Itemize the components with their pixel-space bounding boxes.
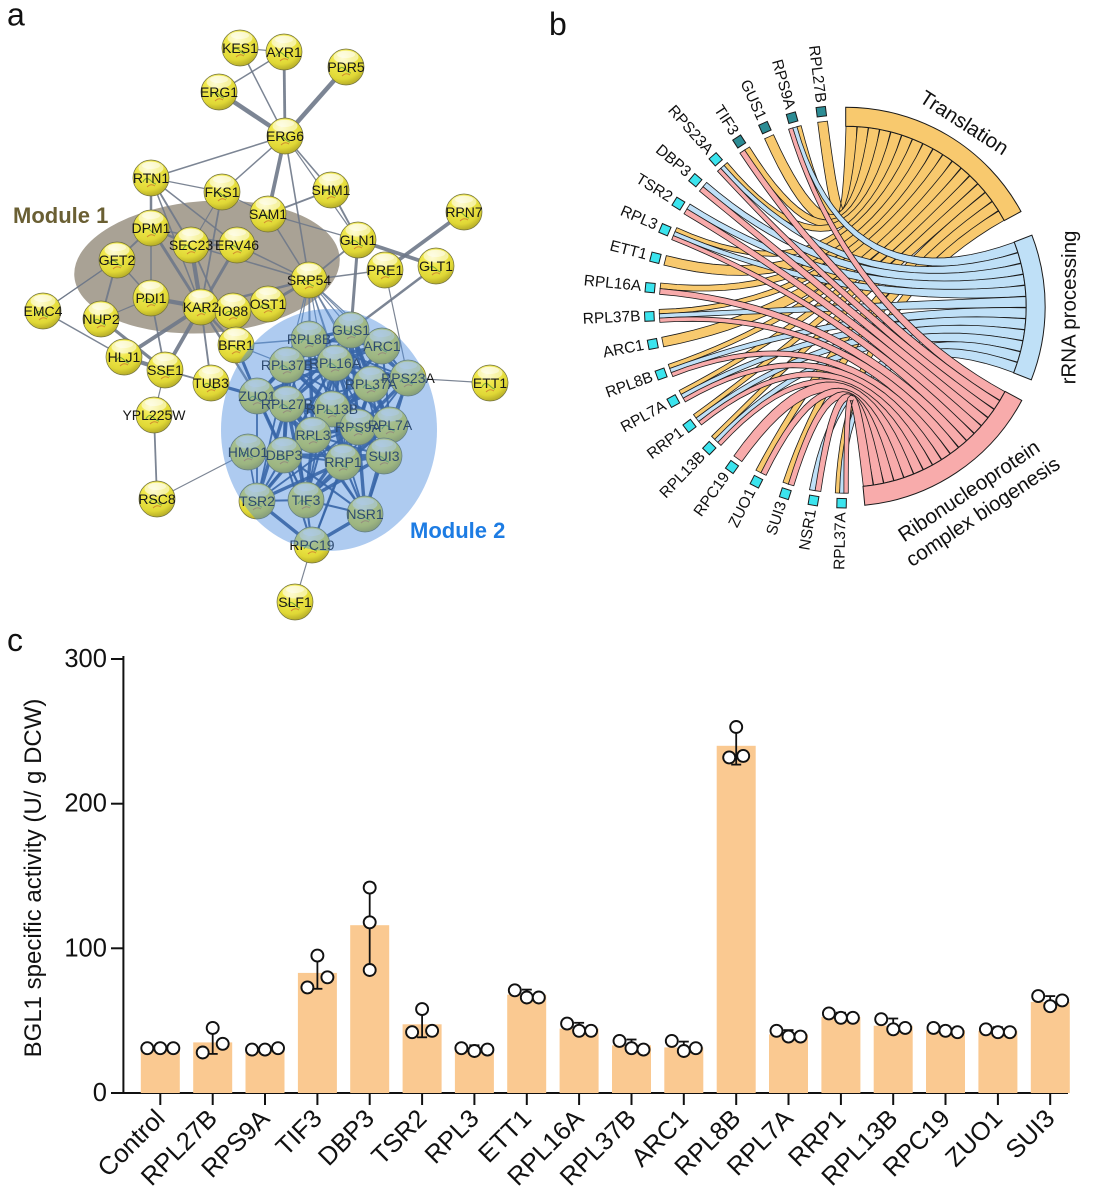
svg-text:RPS23A: RPS23A [381,370,435,386]
svg-text:RRP1: RRP1 [324,454,362,470]
svg-text:SHM1: SHM1 [312,182,351,198]
svg-text:GLN1: GLN1 [340,232,377,248]
svg-text:PDI1: PDI1 [135,290,166,306]
svg-text:200: 200 [64,790,107,818]
svg-text:Module 1: Module 1 [13,203,108,228]
svg-text:SLF1: SLF1 [278,594,312,610]
svg-text:RPL3: RPL3 [295,427,330,443]
svg-text:ZUO1: ZUO1 [238,388,276,404]
svg-text:RPL37A: RPL37A [831,511,849,570]
svg-text:b: b [549,6,567,42]
svg-text:IO88: IO88 [218,303,249,319]
svg-text:a: a [7,0,25,33]
svg-text:SAM1: SAM1 [249,206,287,222]
svg-text:FKS1: FKS1 [204,184,239,200]
svg-text:RPN7: RPN7 [445,204,483,220]
svg-text:TIF3: TIF3 [292,492,321,508]
svg-text:DBP3: DBP3 [266,447,303,463]
svg-text:ERG1: ERG1 [200,84,238,100]
svg-text:GUS1: GUS1 [332,322,370,338]
svg-text:SRP54: SRP54 [287,272,332,288]
svg-text:RPL8B: RPL8B [287,331,331,347]
svg-text:PDR5: PDR5 [327,59,365,75]
svg-text:GET2: GET2 [99,252,136,268]
svg-text:HLJ1: HLJ1 [108,349,141,365]
svg-text:OST1: OST1 [250,296,287,312]
svg-text:RPL37B: RPL37B [261,357,313,373]
svg-text:SSE1: SSE1 [147,362,183,378]
svg-text:0: 0 [93,1079,107,1107]
svg-text:KAR2: KAR2 [183,299,220,315]
svg-text:KES1: KES1 [222,40,258,56]
svg-text:RPL37B: RPL37B [582,308,640,328]
svg-text:RPL13B: RPL13B [306,401,358,417]
svg-text:RPS9A: RPS9A [335,419,382,435]
svg-text:GLT1: GLT1 [419,258,453,274]
svg-text:c: c [7,622,23,658]
svg-text:RTN1: RTN1 [133,170,170,186]
svg-text:TSR2: TSR2 [239,493,275,509]
svg-text:SUI3: SUI3 [368,448,399,464]
svg-text:RPC19: RPC19 [289,537,334,553]
svg-text:EMC4: EMC4 [24,303,63,319]
svg-text:RPL16A: RPL16A [309,355,362,371]
svg-text:PRE1: PRE1 [367,262,404,278]
svg-text:RPL37A: RPL37A [345,376,398,392]
svg-text:rRNA processing: rRNA processing [1057,231,1081,385]
svg-text:NSR1: NSR1 [346,506,384,522]
svg-text:ERV46: ERV46 [215,237,259,253]
svg-text:DPM1: DPM1 [132,220,171,236]
svg-text:BFR1: BFR1 [218,337,254,353]
svg-text:SEC23: SEC23 [169,237,214,253]
svg-text:RPL7A: RPL7A [368,417,413,433]
svg-text:ERG6: ERG6 [266,128,304,144]
svg-text:YPL225W: YPL225W [122,407,186,423]
svg-text:RSC8: RSC8 [138,491,176,507]
svg-text:ETT1: ETT1 [473,375,507,391]
svg-text:HMO1: HMO1 [228,444,269,460]
svg-text:100: 100 [64,934,107,962]
svg-text:300: 300 [64,645,107,673]
svg-text:ARC1: ARC1 [363,338,401,354]
svg-text:BGL1 specific activity (U/ g D: BGL1 specific activity (U/ g DCW) [20,699,47,1058]
svg-text:Module 2: Module 2 [410,518,505,543]
svg-text:NSR1: NSR1 [796,508,820,552]
svg-text:RPL16A: RPL16A [583,272,643,295]
svg-text:RPL27B: RPL27B [261,396,313,412]
svg-text:NUP2: NUP2 [82,311,120,327]
svg-text:AYR1: AYR1 [266,44,302,60]
svg-text:TUB3: TUB3 [193,375,229,391]
